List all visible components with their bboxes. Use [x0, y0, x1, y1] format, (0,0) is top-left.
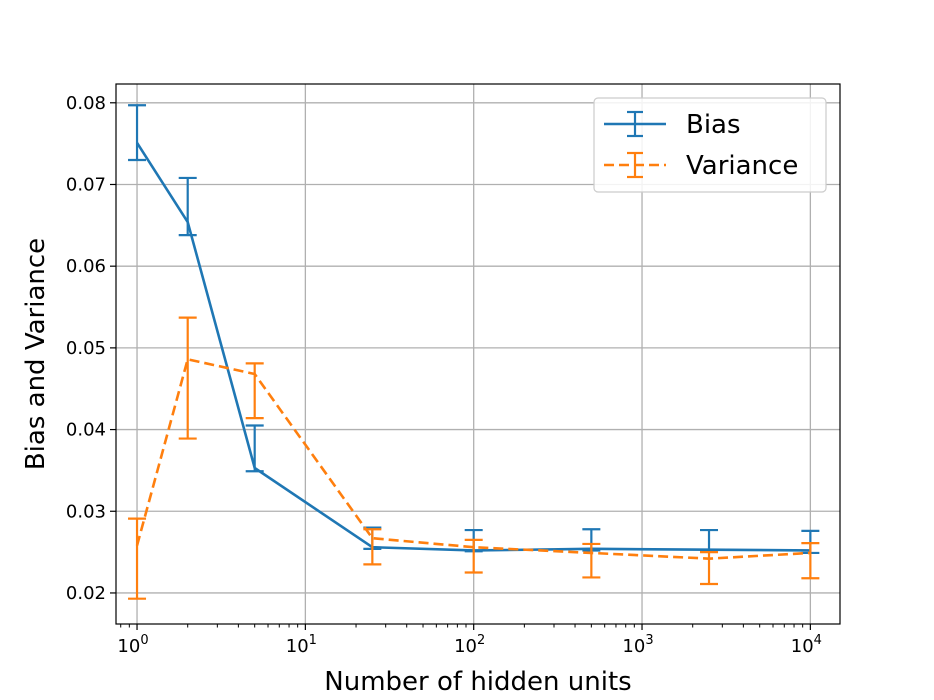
x-tick-label: 100: [117, 633, 148, 657]
y-axis-label: Bias and Variance: [21, 238, 51, 470]
y-tick-label: 0.05: [66, 338, 106, 359]
series-line-variance: [135, 358, 811, 560]
y-tick-label: 0.06: [66, 256, 106, 277]
legend: Bias Variance: [593, 97, 827, 193]
y-tick-label: 0.03: [66, 501, 106, 522]
y-tick-label: 0.08: [66, 93, 106, 114]
x-tick-label: 102: [454, 633, 485, 657]
series-layer: [128, 104, 820, 600]
plot-frame: [115, 83, 841, 625]
x-axis-label: Number of hidden units: [324, 667, 631, 697]
x-tick-label: 103: [622, 633, 653, 657]
series-variance: [128, 316, 820, 600]
legend-label-bias: Bias: [686, 110, 741, 140]
x-tick-label: 104: [791, 633, 822, 657]
axis-ticks: 0.02 0.03 0.04 0.05 0.06 0.07 0.08 100 101 102 103…: [66, 93, 822, 657]
series-line-bias: [135, 142, 811, 552]
y-tick-label: 0.02: [66, 583, 106, 604]
y-tick-label: 0.07: [66, 174, 106, 195]
legend-label-variance: Variance: [686, 151, 798, 181]
legend-box: [593, 97, 827, 193]
x-tick-label: 101: [286, 633, 317, 657]
y-tick-label: 0.04: [66, 420, 106, 441]
